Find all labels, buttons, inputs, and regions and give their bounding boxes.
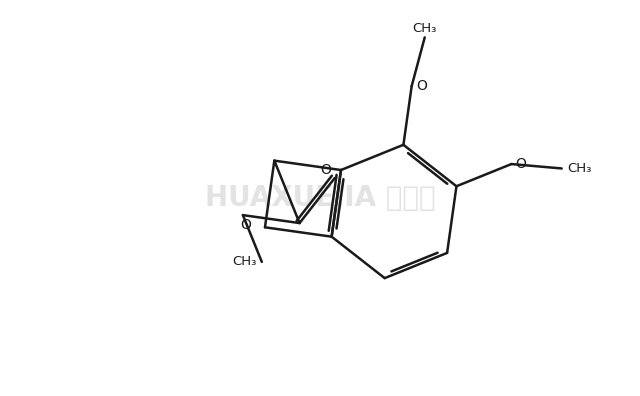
- Text: CH₃: CH₃: [232, 255, 257, 268]
- Text: O: O: [321, 163, 332, 177]
- Text: CH₃: CH₃: [567, 162, 591, 175]
- Text: O: O: [515, 157, 526, 171]
- Text: O: O: [240, 218, 251, 232]
- Text: CH₃: CH₃: [413, 22, 437, 35]
- Text: HUAXUEJIA 化学加: HUAXUEJIA 化学加: [205, 184, 435, 212]
- Text: O: O: [417, 79, 428, 93]
